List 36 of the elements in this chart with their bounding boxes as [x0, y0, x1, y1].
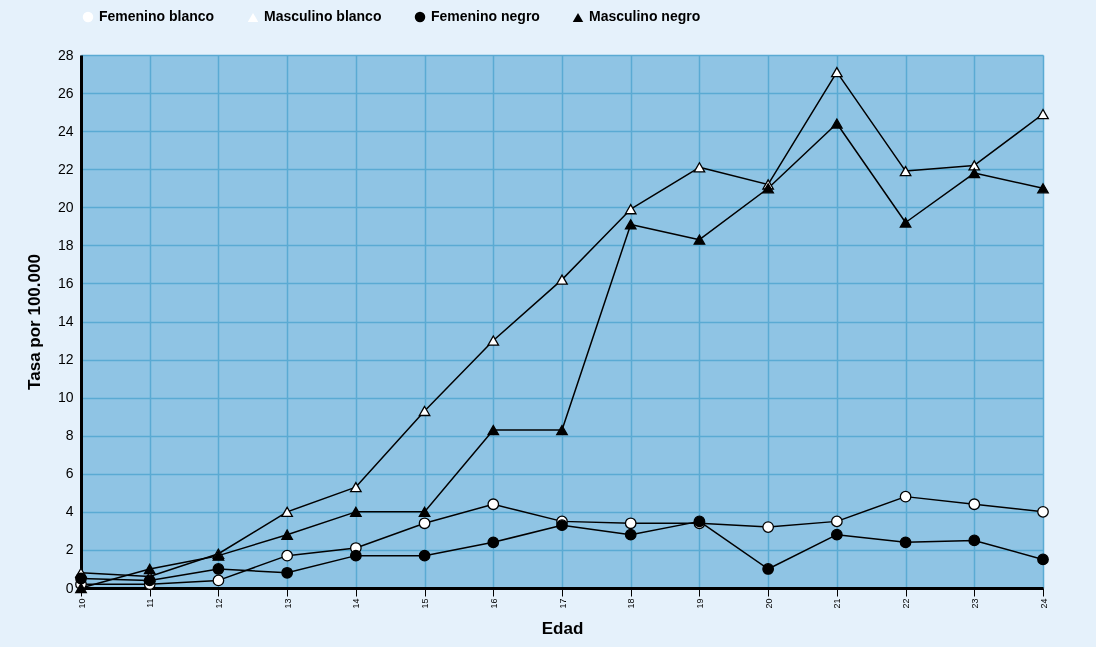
x-tick-label: 21: [832, 598, 843, 609]
y-tick-label: 6: [65, 465, 74, 482]
y-tick-label: 26: [57, 84, 74, 101]
y-tick-label: 8: [65, 427, 74, 444]
y-tick-label: 20: [57, 198, 74, 215]
y-tick-label: 16: [57, 274, 74, 291]
y-tick-label: 12: [57, 351, 74, 368]
x-tick-label: 24: [1038, 598, 1049, 609]
y-tick-label: 24: [57, 122, 74, 139]
x-tick-label: 22: [901, 598, 912, 609]
x-tick-label: 23: [969, 598, 980, 609]
x-tick-label: 17: [557, 598, 568, 609]
y-tick-label: 0: [65, 579, 74, 596]
x-tick-label: 15: [420, 598, 431, 609]
y-tick-label: 28: [57, 46, 74, 63]
x-tick-label: 12: [213, 598, 224, 609]
y-tick-label: 2: [65, 541, 74, 558]
y-tick-label: 10: [57, 389, 74, 406]
y-axis-title: Tasa por 100.000: [24, 254, 44, 390]
x-tick-label: 11: [145, 598, 156, 608]
legend-label: Masculino negro: [589, 8, 701, 25]
y-tick-label: 22: [57, 160, 74, 177]
legend-label: Femenino blanco: [99, 8, 215, 25]
y-tick-label: 18: [57, 236, 74, 253]
x-tick-label: 19: [694, 598, 705, 609]
x-tick-label: 13: [282, 598, 293, 609]
x-tick-label: 10: [76, 598, 87, 609]
y-tick-label: 14: [57, 313, 74, 329]
x-tick-label: 20: [763, 598, 774, 609]
x-tick-label: 16: [488, 598, 499, 609]
legend-label: Femenino negro: [431, 8, 540, 25]
legend-label: Masculino blanco: [264, 8, 382, 25]
x-tick-label: 14: [351, 598, 362, 609]
x-tick-label: 18: [626, 598, 637, 609]
y-tick-label: 4: [65, 503, 74, 520]
x-axis-title: Edad: [541, 618, 584, 638]
